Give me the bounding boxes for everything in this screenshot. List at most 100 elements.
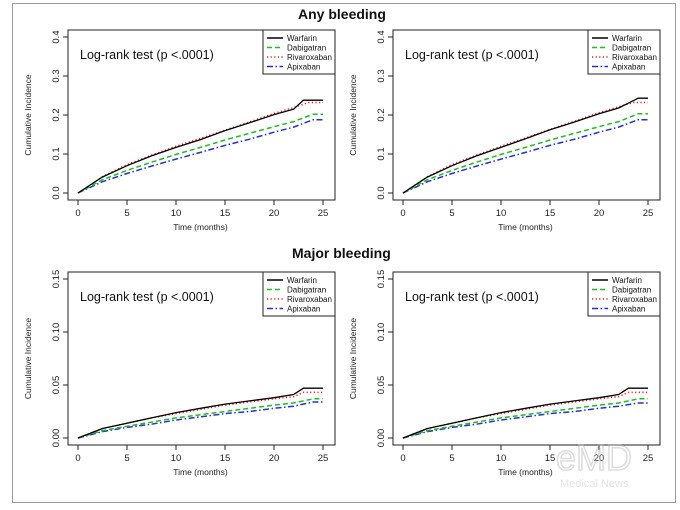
legend-label-rivaroxaban: Rivaroxaban <box>612 53 657 62</box>
x-tick-label: 0 <box>400 453 405 464</box>
emd-medical-news-watermark: eMD Medical News <box>555 436 633 490</box>
watermark-logo: eMD <box>556 437 632 478</box>
y-axis-label: Cumulative Incidence <box>348 318 358 400</box>
legend-label-rivaroxaban: Rivaroxaban <box>287 53 332 62</box>
series-line-apixaban <box>77 401 323 439</box>
y-tick-label: 0.1 <box>376 147 387 160</box>
log-rank-annotation: Log-rank test (p <.0001) <box>405 48 539 62</box>
series-line-dabigatran <box>402 398 648 439</box>
y-tick-label: 0.3 <box>51 69 62 82</box>
chart-panel-4: 0 5 10 15 20 25 0.00 0.05 0.10 0.15 Time (months) C… <box>348 270 661 477</box>
y-axis-label: Cumulative Incidence <box>23 74 33 156</box>
watermark-caption: Medical News <box>560 478 629 490</box>
y-tick-label: 0.0 <box>376 186 387 199</box>
x-tick-label: 25 <box>643 453 654 464</box>
legend-label-apixaban: Apixaban <box>287 63 320 72</box>
series-line-apixaban <box>77 118 323 194</box>
legend-label-warfarin: Warfarin <box>287 34 317 43</box>
y-tick-label: 0.05 <box>376 376 387 395</box>
legend-label-dabigatran: Dabigatran <box>612 44 651 53</box>
y-tick-label: 0.0 <box>51 186 62 199</box>
legend-label-rivaroxaban: Rivaroxaban <box>612 295 657 304</box>
x-tick-label: 20 <box>594 453 605 464</box>
x-axis-label: Time (months) <box>498 467 553 477</box>
x-tick-label: 5 <box>449 453 454 464</box>
x-tick-label: 15 <box>220 453 231 464</box>
series-line-dabigatran <box>77 398 323 439</box>
series-line-warfarin <box>77 99 323 194</box>
x-tick-label: 10 <box>171 208 182 219</box>
x-tick-label: 15 <box>545 208 556 219</box>
y-tick-label: 0.10 <box>376 323 387 342</box>
legend-label-apixaban: Apixaban <box>287 305 320 314</box>
section-title-any-bleeding: Any bleeding <box>298 6 386 22</box>
legend-label-dabigatran: Dabigatran <box>612 286 651 295</box>
x-tick-label: 20 <box>269 453 280 464</box>
y-tick-label: 0.05 <box>51 376 62 395</box>
y-tick-label: 0.4 <box>51 30 62 43</box>
x-axis-label: Time (months) <box>173 467 228 477</box>
series-line-warfarin <box>402 97 648 194</box>
section-title-major-bleeding: Major bleeding <box>292 245 391 261</box>
y-tick-label: 0.2 <box>51 108 62 121</box>
y-tick-label: 0.2 <box>376 108 387 121</box>
series-line-apixaban <box>402 118 648 194</box>
series-line-apixaban <box>402 402 648 439</box>
x-tick-label: 5 <box>124 208 129 219</box>
series-line-dabigatran <box>402 113 648 194</box>
y-tick-label: 0.4 <box>376 30 387 43</box>
y-tick-label: 0.10 <box>51 323 62 342</box>
y-tick-label: 0.15 <box>51 270 62 289</box>
x-tick-label: 20 <box>269 208 280 219</box>
x-tick-label: 10 <box>496 208 507 219</box>
log-rank-annotation: Log-rank test (p <.0001) <box>80 290 214 304</box>
legend-label-dabigatran: Dabigatran <box>287 44 326 53</box>
legend-label-warfarin: Warfarin <box>612 34 642 43</box>
x-tick-label: 15 <box>545 453 556 464</box>
x-tick-label: 5 <box>124 453 129 464</box>
series-line-dabigatran <box>77 113 323 194</box>
x-tick-label: 15 <box>220 208 231 219</box>
y-axis-label: Cumulative Incidence <box>348 74 358 156</box>
y-axis-label: Cumulative Incidence <box>23 318 33 400</box>
legend-label-warfarin: Warfarin <box>287 276 317 285</box>
series-line-warfarin <box>77 387 323 439</box>
log-rank-annotation: Log-rank test (p <.0001) <box>405 290 539 304</box>
chart-panel-1: 0 5 10 15 20 25 0.0 0.1 0.2 0.3 0.4 Time (months) Cu… <box>23 29 336 232</box>
legend-label-apixaban: Apixaban <box>612 305 645 314</box>
figure-frame <box>12 3 676 503</box>
legend-label-dabigatran: Dabigatran <box>287 286 326 295</box>
x-tick-label: 20 <box>594 208 605 219</box>
x-tick-label: 0 <box>75 208 80 219</box>
legend-label-rivaroxaban: Rivaroxaban <box>287 295 332 304</box>
x-tick-label: 0 <box>75 453 80 464</box>
y-tick-label: 0.15 <box>376 270 387 289</box>
series-line-rivaroxaban <box>77 101 323 194</box>
x-tick-label: 10 <box>496 453 507 464</box>
y-tick-label: 0.00 <box>376 429 387 448</box>
chart-panel-3: 0 5 10 15 20 25 0.00 0.05 0.10 0.15 Time (months) C… <box>23 270 336 477</box>
x-axis-label: Time (months) <box>498 222 553 232</box>
log-rank-annotation: Log-rank test (p <.0001) <box>80 48 214 62</box>
series-line-warfarin <box>402 387 648 439</box>
plot-frame <box>392 271 661 446</box>
x-tick-label: 5 <box>449 208 454 219</box>
x-tick-label: 0 <box>400 208 405 219</box>
y-tick-label: 0.3 <box>376 69 387 82</box>
x-axis-label: Time (months) <box>173 222 228 232</box>
x-tick-label: 25 <box>318 208 329 219</box>
y-tick-label: 0.1 <box>51 147 62 160</box>
y-tick-label: 0.00 <box>51 429 62 448</box>
legend-label-apixaban: Apixaban <box>612 63 645 72</box>
x-tick-label: 25 <box>318 453 329 464</box>
chart-panel-2: 0 5 10 15 20 25 0.0 0.1 0.2 0.3 0.4 Time (months) Cu… <box>348 29 661 232</box>
plot-frame <box>67 271 336 446</box>
x-tick-label: 25 <box>643 208 654 219</box>
legend-label-warfarin: Warfarin <box>612 276 642 285</box>
x-tick-label: 10 <box>171 453 182 464</box>
